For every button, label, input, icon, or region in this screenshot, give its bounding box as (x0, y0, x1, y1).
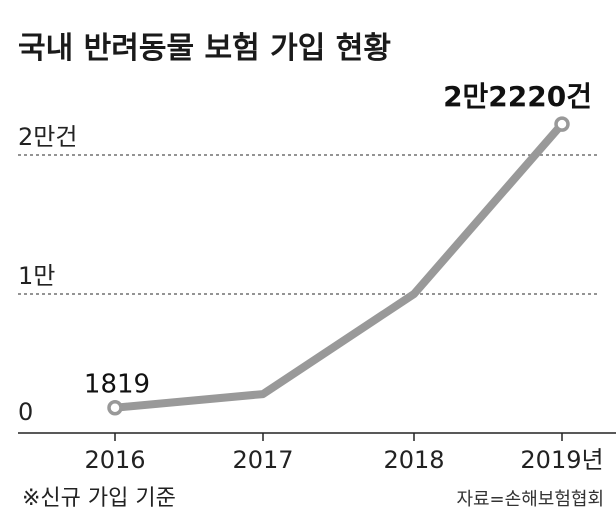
x-tick-label-1: 2017 (232, 446, 293, 474)
y-tick-label-1: 1만 (18, 262, 55, 290)
chart-note: ※신규 가입 기준 (22, 486, 176, 511)
x-tick-label-2: 2018 (383, 446, 444, 474)
y-tick-label-0: 0 (18, 398, 33, 426)
data-label-layer: 1819 2만2220건 (84, 80, 592, 400)
x-tick-label-0: 2016 (84, 446, 145, 474)
chart-title: 국내 반려동물 보험 가입 현황 (18, 31, 391, 66)
data-point-3 (554, 116, 570, 132)
data-label-3: 2만2220건 (443, 80, 592, 113)
y-tick-label-2: 2만건 (18, 123, 77, 151)
data-label-0: 1819 (84, 370, 150, 400)
data-point-0 (107, 399, 123, 416)
x-tick-label-3: 2019년 (520, 446, 603, 474)
grid-layer: 0 1만 2만건 (18, 123, 600, 426)
x-tick-layer: 2016 2017 2018 2019년 (84, 433, 604, 474)
chart-source: 자료=손해보험협회 (456, 489, 604, 510)
series-line (111, 120, 566, 412)
series-layer (107, 116, 570, 416)
